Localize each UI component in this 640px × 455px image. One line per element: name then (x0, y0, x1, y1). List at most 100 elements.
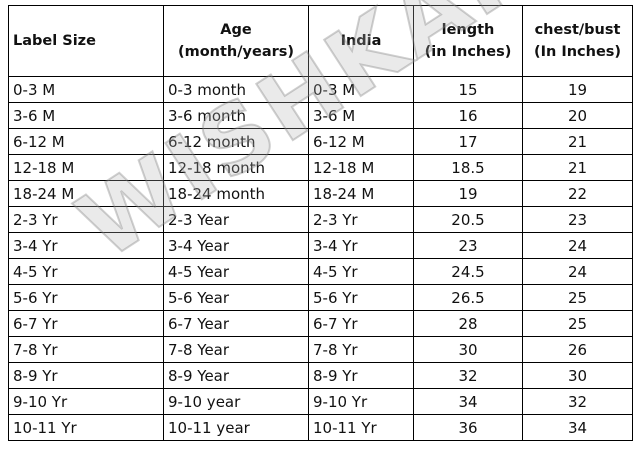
table-cell: 8-9 Year (163, 362, 309, 389)
table-cell: 3-6 M (308, 102, 414, 129)
table-row: 3-4 Yr 3-4 Year 3-4 Yr 23 24 (8, 232, 633, 259)
header-row: Label Size Age (month/years) India length (in… (8, 5, 633, 77)
table-cell: 5-6 Yr (308, 284, 414, 311)
header-cell: length (in Inches) (413, 5, 523, 77)
table-cell: 23 (413, 232, 523, 259)
table-cell: 6-12 month (163, 128, 309, 155)
header-cell: chest/bust (In Inches) (522, 5, 633, 77)
table-cell: 18.5 (413, 154, 523, 181)
size-table: Label Size Age (month/years) India length (in… (8, 5, 633, 441)
header-text: (month/years) (177, 44, 295, 60)
table-cell: 5-6 Yr (8, 284, 164, 311)
table-cell: 25 (522, 310, 633, 337)
table-cell: 20 (522, 102, 633, 129)
header-cell: India (308, 5, 414, 77)
table-cell: 7-8 Year (163, 336, 309, 363)
table-cell: 34 (522, 414, 633, 441)
table-cell: 3-6 M (8, 102, 164, 129)
table-cell: 6-7 Year (163, 310, 309, 337)
table-row: 10-11 Yr 10-11 year 10-11 Yr 36 34 (8, 414, 633, 441)
table-cell: 6-12 M (308, 128, 414, 155)
table-cell: 32 (522, 388, 633, 415)
table-cell: 19 (522, 76, 633, 103)
table-cell: 23 (522, 206, 633, 233)
table-cell: 9-10 Yr (8, 388, 164, 415)
table-cell: 4-5 Yr (8, 258, 164, 285)
header-text: length (441, 22, 495, 38)
table-cell: 18-24 month (163, 180, 309, 207)
table-cell: 24 (522, 258, 633, 285)
table-cell: 21 (522, 154, 633, 181)
table-cell: 30 (522, 362, 633, 389)
table-row: 4-5 Yr 4-5 Year 4-5 Yr 24.5 24 (8, 258, 633, 285)
table-cell: 5-6 Year (163, 284, 309, 311)
table-cell: 26.5 (413, 284, 523, 311)
table-cell: 2-3 Yr (8, 206, 164, 233)
table-cell: 28 (413, 310, 523, 337)
table-cell: 8-9 Yr (8, 362, 164, 389)
table-cell: 12-18 M (308, 154, 414, 181)
table-cell: 6-7 Yr (8, 310, 164, 337)
table-row: 18-24 M 18-24 month 18-24 M 19 22 (8, 180, 633, 207)
table-cell: 30 (413, 336, 523, 363)
header-text: Age (220, 22, 252, 38)
table-cell: 26 (522, 336, 633, 363)
table-cell: 3-6 month (163, 102, 309, 129)
table-cell: 3-4 Yr (308, 232, 414, 259)
table-body: 0-3 M 0-3 month 0-3 M 15 19 3-6 M 3-6 month 3-6… (8, 76, 633, 441)
table-cell: 21 (522, 128, 633, 155)
table-cell: 32 (413, 362, 523, 389)
table-cell: 2-3 Yr (308, 206, 414, 233)
table-row: 0-3 M 0-3 month 0-3 M 15 19 (8, 76, 633, 103)
table-cell: 34 (413, 388, 523, 415)
table-cell: 16 (413, 102, 523, 129)
header-cell: Label Size (8, 5, 164, 77)
table-cell: 8-9 Yr (308, 362, 414, 389)
table-row: 3-6 M 3-6 month 3-6 M 16 20 (8, 102, 633, 129)
table-cell: 3-4 Yr (8, 232, 164, 259)
table-cell: 17 (413, 128, 523, 155)
table-cell: 7-8 Yr (8, 336, 164, 363)
table-row: 12-18 M 12-18 month 12-18 M 18.5 21 (8, 154, 633, 181)
header-text: (In Inches) (533, 44, 622, 60)
header-text: India (340, 33, 382, 49)
table-cell: 20.5 (413, 206, 523, 233)
table-cell: 10-11 year (163, 414, 309, 441)
table-cell: 15 (413, 76, 523, 103)
table-cell: 4-5 Year (163, 258, 309, 285)
table-cell: 12-18 month (163, 154, 309, 181)
table-row: 2-3 Yr 2-3 Year 2-3 Yr 20.5 23 (8, 206, 633, 233)
table-cell: 19 (413, 180, 523, 207)
table-cell: 0-3 month (163, 76, 309, 103)
header-text: chest/bust (534, 22, 621, 38)
table-cell: 10-11 Yr (8, 414, 164, 441)
table-cell: 4-5 Yr (308, 258, 414, 285)
table-cell: 18-24 M (308, 180, 414, 207)
table-cell: 22 (522, 180, 633, 207)
table-cell: 0-3 M (308, 76, 414, 103)
table-row: 7-8 Yr 7-8 Year 7-8 Yr 30 26 (8, 336, 633, 363)
table-row: 6-7 Yr 6-7 Year 6-7 Yr 28 25 (8, 310, 633, 337)
table-row: 8-9 Yr 8-9 Year 8-9 Yr 32 30 (8, 362, 633, 389)
table-cell: 12-18 M (8, 154, 164, 181)
table-cell: 18-24 M (8, 180, 164, 207)
table-cell: 25 (522, 284, 633, 311)
table-cell: 36 (413, 414, 523, 441)
table-cell: 24 (522, 232, 633, 259)
table-cell: 9-10 year (163, 388, 309, 415)
table-row: 5-6 Yr 5-6 Year 5-6 Yr 26.5 25 (8, 284, 633, 311)
table-cell: 3-4 Year (163, 232, 309, 259)
table-cell: 6-7 Yr (308, 310, 414, 337)
table-cell: 7-8 Yr (308, 336, 414, 363)
table-cell: 9-10 Yr (308, 388, 414, 415)
header-text: (in Inches) (424, 44, 512, 60)
header-text: Label Size (13, 33, 96, 49)
table-cell: 0-3 M (8, 76, 164, 103)
table-row: 6-12 M 6-12 month 6-12 M 17 21 (8, 128, 633, 155)
table-cell: 24.5 (413, 258, 523, 285)
table-cell: 6-12 M (8, 128, 164, 155)
table-cell: 2-3 Year (163, 206, 309, 233)
header-cell: Age (month/years) (163, 5, 309, 77)
table-row: 9-10 Yr 9-10 year 9-10 Yr 34 32 (8, 388, 633, 415)
